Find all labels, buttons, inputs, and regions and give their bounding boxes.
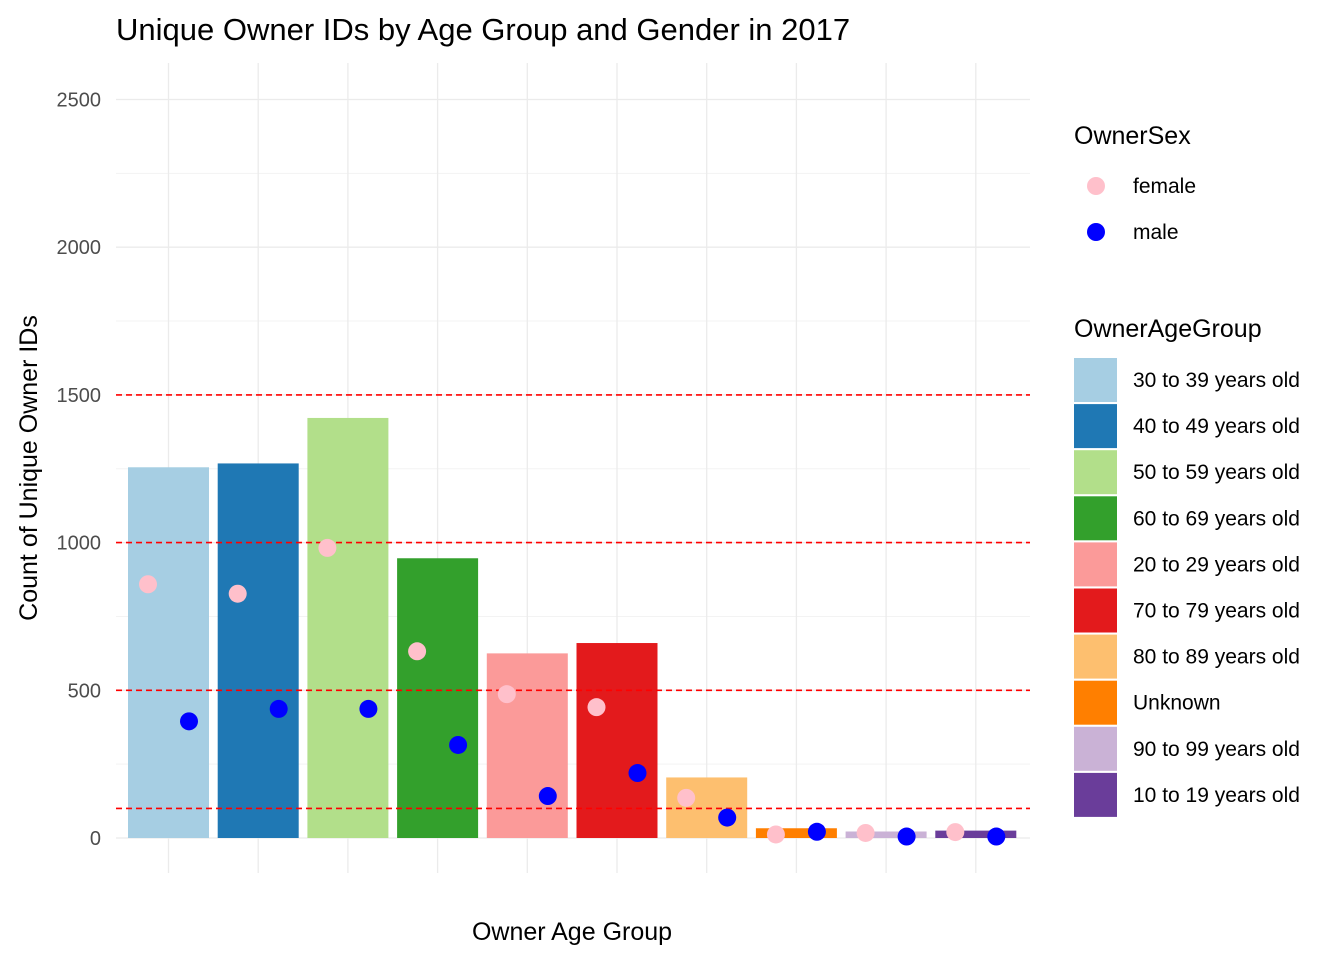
legend-key-7 (1074, 680, 1117, 725)
y-axis-ticks: 0 500 1000 1500 2000 2500 (57, 90, 102, 851)
point-female-2 (318, 538, 337, 557)
legend-key-1 (1074, 404, 1117, 449)
legend-title-owner-sex: OwnerSex (1074, 122, 1191, 150)
legend-key-5 (1074, 588, 1117, 633)
point-female-3 (408, 642, 427, 661)
legend-label-female: female (1133, 175, 1196, 198)
legend-key-female (1087, 177, 1105, 195)
legend-key-8 (1074, 726, 1117, 771)
point-male-9 (987, 827, 1006, 846)
bar-4 (486, 653, 568, 838)
y-tick-label: 2000 (57, 237, 102, 259)
legend-label-6: 80 to 89 years old (1133, 646, 1300, 669)
bar-1 (217, 463, 299, 838)
legend-label-male: male (1133, 221, 1179, 244)
legend-key-2 (1074, 450, 1117, 495)
legend-key-3 (1074, 496, 1117, 541)
legend-label-9: 10 to 19 years old (1133, 784, 1300, 807)
point-male-1 (269, 699, 288, 718)
point-male-2 (359, 699, 378, 718)
legend-label-3: 60 to 69 years old (1133, 507, 1300, 530)
point-female-1 (228, 584, 247, 603)
legend-title-owner-age-group: OwnerAgeGroup (1074, 315, 1262, 343)
bars (128, 417, 1017, 838)
y-tick-label: 1500 (57, 385, 102, 407)
point-female-5 (587, 698, 606, 717)
bar-9 (935, 830, 1017, 838)
legend-key-4 (1074, 542, 1117, 587)
legend-key-6 (1074, 634, 1117, 679)
bar-8 (845, 831, 927, 838)
legend-label-2: 50 to 59 years old (1133, 461, 1300, 484)
y-tick-label: 2500 (57, 90, 102, 112)
legend-owner-sex: OwnerSex female male (1074, 122, 1196, 244)
legend-label-8: 90 to 99 years old (1133, 738, 1300, 761)
y-tick-label: 0 (90, 828, 101, 850)
y-tick-label: 500 (68, 680, 101, 702)
legend-key-0 (1074, 358, 1117, 402)
legend-key-9 (1074, 772, 1117, 817)
reference-lines (116, 394, 1030, 810)
legend-label-7: Unknown (1133, 692, 1221, 715)
bar-7 (755, 828, 837, 838)
bar-5 (576, 643, 658, 838)
legend-owner-age-group: OwnerAgeGroup 30 to 39 years old 40 to 49… (1074, 315, 1300, 817)
y-axis-title: Count of Unique Owner IDs (15, 315, 43, 621)
point-female-0 (139, 575, 157, 594)
point-male-4 (538, 787, 557, 806)
point-female-4 (497, 685, 516, 704)
point-male-3 (449, 735, 468, 754)
x-axis-title: Owner Age Group (472, 918, 672, 946)
legend-label-1: 40 to 49 years old (1133, 415, 1300, 438)
point-female-6 (677, 788, 696, 807)
chart-title: Unique Owner IDs by Age Group and Gender… (116, 12, 850, 47)
point-male-5 (628, 764, 647, 783)
y-tick-label: 1000 (57, 533, 102, 555)
point-female-8 (856, 823, 875, 842)
point-male-0 (180, 712, 198, 731)
point-female-9 (946, 823, 965, 842)
point-male-7 (807, 822, 826, 841)
bar-0 (128, 467, 209, 838)
point-male-6 (718, 808, 737, 827)
point-female-7 (766, 825, 785, 844)
legend-label-5: 70 to 79 years old (1133, 600, 1300, 623)
legend-key-male (1087, 223, 1105, 241)
bar-3 (397, 558, 479, 838)
bar-2 (307, 417, 389, 838)
point-male-8 (897, 827, 916, 846)
legend-label-0: 30 to 39 years old (1133, 369, 1300, 392)
legend-label-4: 20 to 29 years old (1133, 553, 1300, 576)
points (139, 538, 1006, 846)
